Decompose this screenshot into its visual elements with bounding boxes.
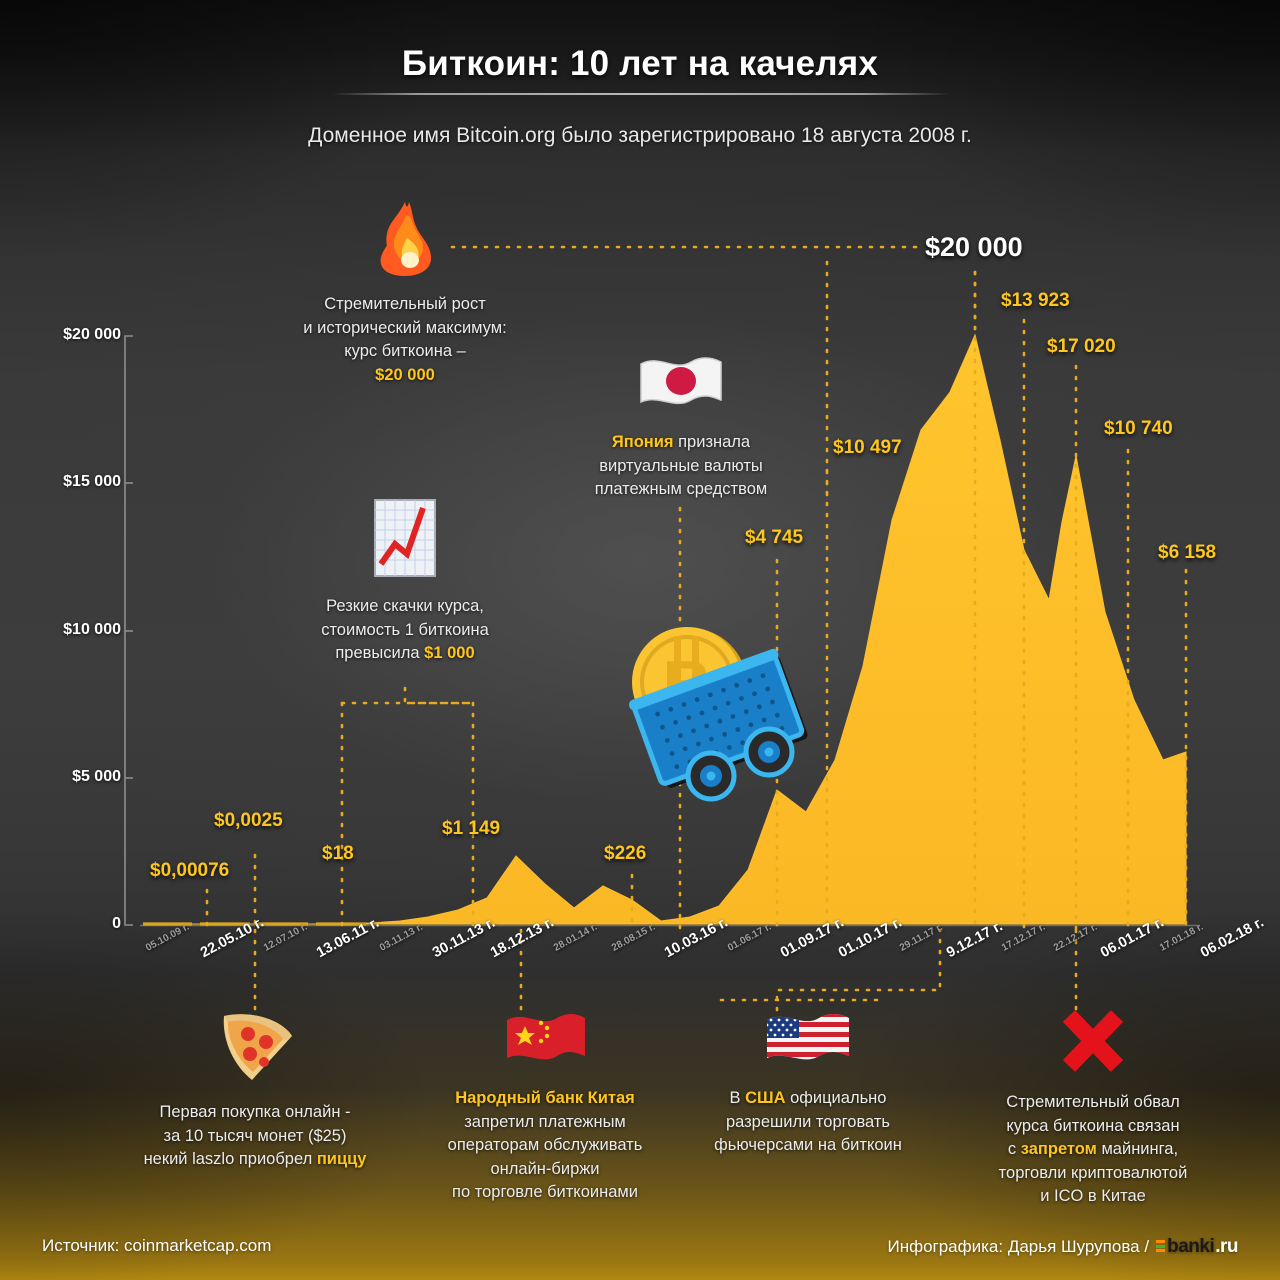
x-tick-19: 06.02.18 г. bbox=[1198, 914, 1267, 962]
x-tick-12: 01.10.17 г. bbox=[836, 914, 905, 962]
note-all-time-high-line3: курс биткоина – bbox=[344, 342, 466, 361]
x-tick-10: 01.06.17 г. bbox=[726, 921, 774, 954]
price-label-20000: $20 000 bbox=[925, 232, 1023, 262]
pizza-icon bbox=[105, 1008, 405, 1091]
x-tick-17: 06.01.17 г. bbox=[1098, 914, 1167, 962]
source-text: Источник: coinmarketcap.com bbox=[42, 1236, 272, 1255]
note-china: Народный банк Китая запретил платежным о… bbox=[405, 1008, 685, 1205]
x-tick-7: 28.01.14 г. bbox=[552, 921, 600, 954]
y-tick-0: 0 bbox=[112, 915, 121, 932]
x-tick-0: 05.10.09 г. bbox=[144, 921, 192, 954]
note-usa-highlight: США bbox=[745, 1089, 786, 1108]
note-japan-line2: виртуальные валюты bbox=[599, 456, 763, 475]
note-volatility: Резкие скачки курса, стоимость 1 биткоин… bbox=[283, 498, 527, 666]
price-label-00025: $0,0025 bbox=[214, 810, 283, 831]
logo-bars-icon bbox=[1156, 1240, 1166, 1254]
page-title: Биткоин: 10 лет на качелях bbox=[401, 44, 879, 83]
note-china-line2: запретил платежным bbox=[464, 1112, 626, 1131]
note-crash-line4: торговли криптовалютой bbox=[998, 1163, 1188, 1182]
price-label-17020: $17 020 bbox=[1047, 336, 1116, 357]
usa-flag-icon bbox=[690, 1008, 926, 1077]
note-volatility-line1: Резкие скачки курса, bbox=[326, 597, 484, 616]
note-all-time-high-highlight: $20 000 bbox=[375, 365, 435, 384]
banki-logo[interactable]: banki .ru bbox=[1156, 1236, 1238, 1258]
price-label-10740: $10 740 bbox=[1104, 418, 1173, 439]
price-label-6158: $6 158 bbox=[1158, 542, 1217, 563]
note-all-time-high: Стремительный рост и исторический максим… bbox=[263, 200, 547, 387]
y-tick-10000: $10 000 bbox=[63, 621, 121, 638]
note-usa-line3: фьючерсами на биткоин bbox=[714, 1136, 902, 1155]
cart-wheel-icon bbox=[743, 726, 795, 778]
note-japan-highlight: Япония bbox=[611, 433, 674, 452]
x-tick-14: 9.12.17 г. bbox=[944, 918, 1006, 962]
y-tick-15000: $15 000 bbox=[63, 473, 121, 490]
x-tick-2: 12.07.10 г. bbox=[262, 921, 310, 954]
cart-wheel-icon bbox=[685, 750, 737, 802]
y-axis bbox=[124, 335, 133, 926]
note-crash: Стремительный обвал курса биткоина связа… bbox=[948, 1008, 1238, 1209]
price-label-18: $18 bbox=[322, 843, 354, 864]
x-tick-11: 01.09.17 г. bbox=[778, 914, 847, 962]
red-cross-icon bbox=[948, 1008, 1238, 1081]
note-crash-line5: и ICO в Китае bbox=[1040, 1187, 1146, 1206]
chart-up-icon bbox=[283, 498, 527, 585]
y-tick-5000: $5 000 bbox=[72, 768, 121, 785]
price-label-10497: $10 497 bbox=[833, 437, 902, 458]
note-pizza-line3-pre: некий laszlo приобрел bbox=[143, 1150, 317, 1169]
note-pizza-line2: за 10 тысяч монет ($25) bbox=[163, 1126, 347, 1145]
x-tick-9: 10.03.16 г. bbox=[662, 914, 731, 962]
note-japan-line1-post: признала bbox=[673, 433, 751, 452]
note-china-line5: по торговле биткоинами bbox=[452, 1183, 638, 1202]
note-japan-line3: платежным средством bbox=[594, 480, 768, 499]
logo-banki: banki bbox=[1167, 1236, 1215, 1257]
china-flag-icon bbox=[405, 1008, 685, 1077]
credit-text: Инфографика: Дарья Шурупова / bbox=[887, 1237, 1150, 1256]
x-tick-6: 18.12.13 г. bbox=[488, 914, 557, 962]
y-tick-20000: $20 000 bbox=[63, 326, 121, 343]
note-crash-line3-post: майнинга, bbox=[1096, 1140, 1179, 1159]
note-pizza: Первая покупка онлайн - за 10 тысяч моне… bbox=[105, 1008, 405, 1172]
price-label-000076: $0,00076 bbox=[150, 860, 230, 881]
note-all-time-high-line2: и исторический максимум: bbox=[303, 318, 507, 337]
note-china-line3: операторам обслуживать bbox=[447, 1136, 643, 1155]
note-crash-line1: Стремительный обвал bbox=[1006, 1093, 1180, 1112]
x-tick-3: 13.06.11 г. bbox=[314, 914, 382, 962]
note-china-highlight: Народный банк Китая bbox=[455, 1089, 635, 1108]
note-usa-line2: разрешили торговать bbox=[725, 1112, 891, 1131]
page-subtitle: Доменное имя Bitcoin.org было зарегистри… bbox=[308, 124, 972, 147]
note-volatility-line3-pre: превысила bbox=[335, 644, 425, 663]
price-label-1149: $1 149 bbox=[442, 818, 501, 839]
x-tick-15: 17.12.17 г. bbox=[1000, 921, 1048, 954]
japan-flag-icon bbox=[556, 352, 806, 421]
mining-cart-illustration: B bbox=[612, 612, 832, 832]
note-crash-highlight: запретом bbox=[1020, 1140, 1097, 1159]
note-volatility-highlight: $1 000 bbox=[424, 644, 475, 663]
note-usa-line1-pre: В bbox=[729, 1089, 746, 1108]
logo-ru: .ru bbox=[1215, 1236, 1238, 1257]
x-tick-1: 22.05.10 г. bbox=[198, 914, 267, 962]
note-usa-line1-post: официально bbox=[785, 1089, 887, 1108]
x-tick-8: 28.08.15 г. bbox=[610, 921, 658, 954]
note-usa: В США официально разрешили торговать фью… bbox=[690, 1008, 926, 1158]
note-japan: Япония признала виртуальные валюты плате… bbox=[556, 352, 806, 502]
credit-block: Инфографика: Дарья Шурупова / banki .ru bbox=[887, 1236, 1238, 1258]
note-crash-line2: курса биткоина связан bbox=[1006, 1116, 1180, 1135]
x-tick-5: 30.11.13 г. bbox=[430, 914, 498, 962]
note-all-time-high-line1: Стремительный рост bbox=[324, 295, 486, 314]
price-label-13923: $13 923 bbox=[1001, 290, 1070, 311]
x-tick-4: 03.11.13 г. bbox=[378, 921, 425, 954]
note-china-line4: онлайн-биржи bbox=[490, 1159, 600, 1178]
x-tick-13: 29.11.17 г. bbox=[898, 921, 945, 954]
note-crash-line3-pre: с bbox=[1007, 1140, 1021, 1159]
title-divider bbox=[332, 93, 950, 95]
note-pizza-line1: Первая покупка онлайн - bbox=[159, 1103, 351, 1122]
fire-icon bbox=[263, 200, 547, 283]
note-pizza-highlight: пиццу bbox=[316, 1150, 367, 1169]
x-tick-16: 22.12.17 г. bbox=[1052, 921, 1100, 954]
note-volatility-line2: стоимость 1 биткоина bbox=[321, 620, 489, 639]
price-label-4745: $4 745 bbox=[745, 527, 804, 548]
price-label-226: $226 bbox=[604, 843, 647, 864]
